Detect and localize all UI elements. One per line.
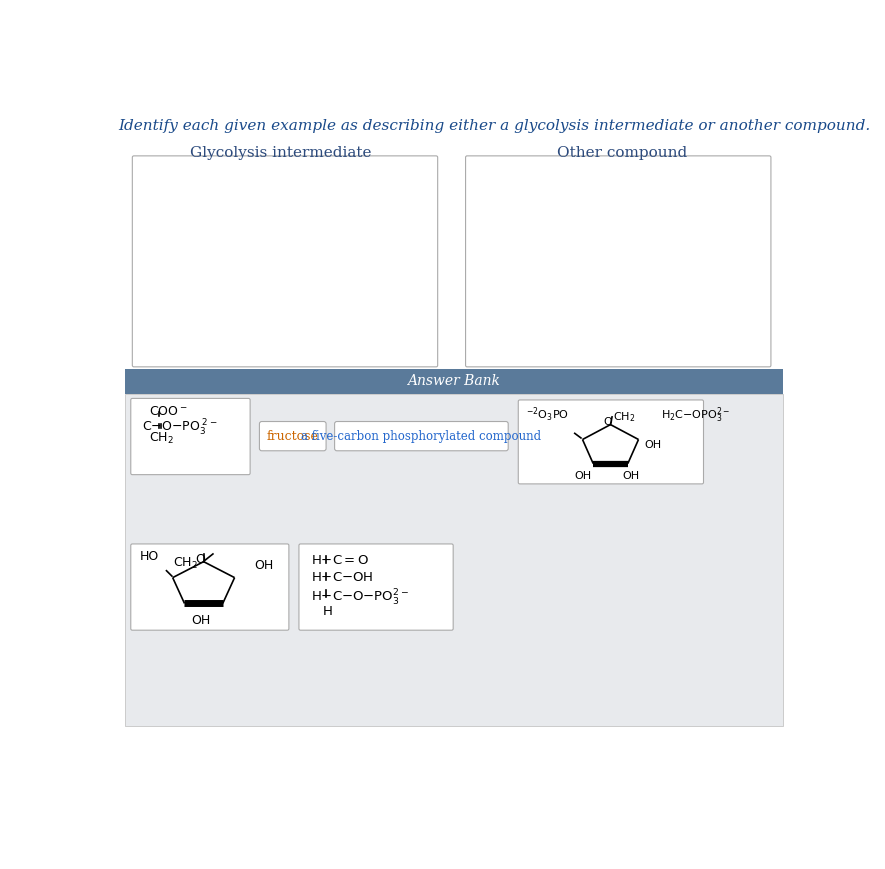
Text: H$-$C$-$OH: H$-$C$-$OH	[311, 571, 373, 584]
Text: $^{-2}$O$_3$PO: $^{-2}$O$_3$PO	[526, 405, 569, 424]
FancyBboxPatch shape	[259, 421, 326, 451]
Text: Answer Bank: Answer Bank	[407, 375, 500, 388]
Text: OH: OH	[191, 614, 210, 627]
Text: OH: OH	[254, 560, 273, 573]
Text: a five-carbon phosphorylated compound: a five-carbon phosphorylated compound	[301, 429, 542, 442]
FancyBboxPatch shape	[335, 421, 508, 451]
Text: H$_2$C$-$OPO$_3^{2-}$: H$_2$C$-$OPO$_3^{2-}$	[661, 405, 730, 425]
Text: OH: OH	[574, 471, 591, 481]
Bar	[125, 394, 782, 726]
Text: Glycolysis intermediate: Glycolysis intermediate	[190, 146, 372, 160]
Bar	[125, 369, 782, 394]
FancyBboxPatch shape	[466, 156, 771, 367]
Text: HO: HO	[140, 550, 159, 563]
Text: Identify each given example as describing either a glycolysis intermediate or an: Identify each given example as describin…	[119, 119, 871, 133]
Text: CH$_2$: CH$_2$	[612, 410, 635, 424]
Text: O: O	[196, 553, 205, 566]
Text: OH: OH	[644, 440, 662, 449]
Text: CH$_2$: CH$_2$	[173, 555, 197, 571]
Text: Other compound: Other compound	[557, 146, 688, 160]
Text: H: H	[323, 605, 333, 618]
FancyBboxPatch shape	[299, 544, 453, 630]
Text: H$-$C$-$O$-$PO$_3^{2-}$: H$-$C$-$O$-$PO$_3^{2-}$	[311, 587, 409, 608]
FancyBboxPatch shape	[131, 398, 250, 474]
FancyBboxPatch shape	[133, 156, 438, 367]
Text: C$-$O$-$PO$_3^{\ 2-}$: C$-$O$-$PO$_3^{\ 2-}$	[142, 418, 217, 438]
FancyBboxPatch shape	[131, 544, 289, 630]
Text: COO$^-$: COO$^-$	[150, 405, 188, 418]
Text: CH$_2$: CH$_2$	[150, 431, 174, 446]
Text: fructose: fructose	[266, 429, 319, 442]
Text: H$-$C$=$O: H$-$C$=$O	[311, 554, 369, 567]
Text: OH: OH	[622, 471, 639, 481]
FancyBboxPatch shape	[519, 400, 704, 484]
Text: O: O	[603, 417, 612, 428]
